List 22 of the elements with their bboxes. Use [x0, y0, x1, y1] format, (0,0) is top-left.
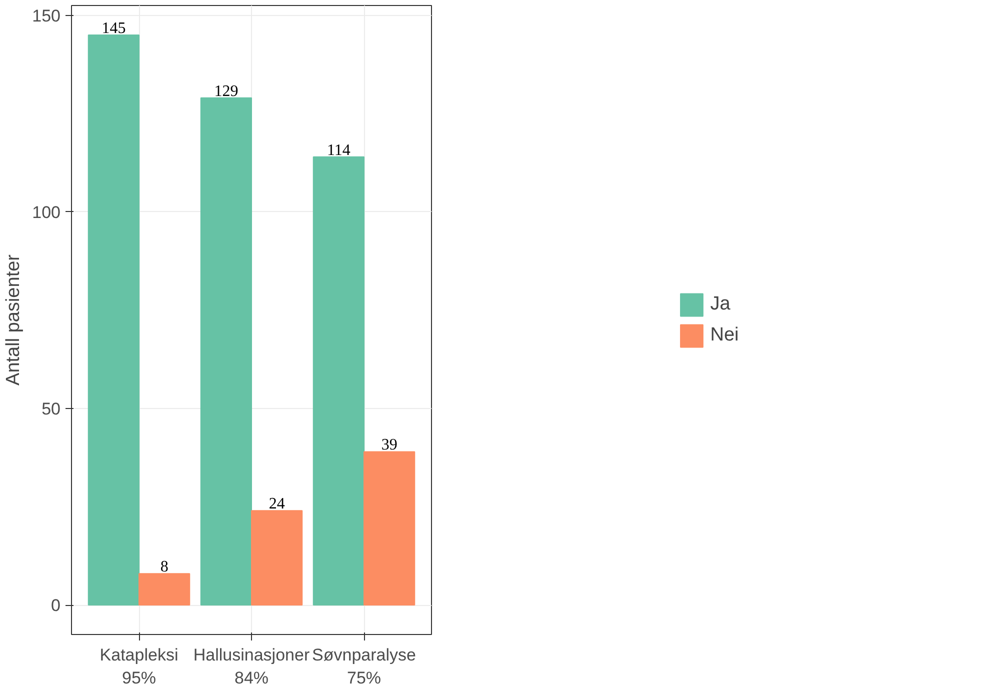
bar	[200, 97, 252, 606]
y-tick-label: 50	[42, 399, 61, 418]
bar	[312, 156, 364, 606]
bar	[138, 573, 190, 606]
legend-label: Ja	[710, 293, 730, 315]
data-label: 24	[268, 496, 285, 513]
y-tick-label: 100	[32, 202, 61, 222]
data-label: 129	[214, 82, 238, 100]
bar	[364, 451, 416, 606]
data-label: 39	[381, 436, 398, 454]
data-label: 114	[326, 142, 350, 159]
x-tick-label: Søvnparalyse 75%	[312, 646, 416, 688]
y-tick-label: 150	[32, 6, 61, 26]
bar	[251, 510, 303, 606]
legend-label: Nei	[710, 324, 739, 346]
x-tick-label: Katapleksi 95%	[100, 646, 178, 688]
bar	[88, 34, 140, 606]
y-axis-title: Antall pasienter	[3, 254, 24, 386]
x-tick-label: Hallusinasjoner 84%	[193, 646, 310, 688]
data-label: 145	[102, 20, 126, 37]
data-label: 8	[160, 558, 168, 576]
y-tick-label: 0	[51, 596, 61, 616]
